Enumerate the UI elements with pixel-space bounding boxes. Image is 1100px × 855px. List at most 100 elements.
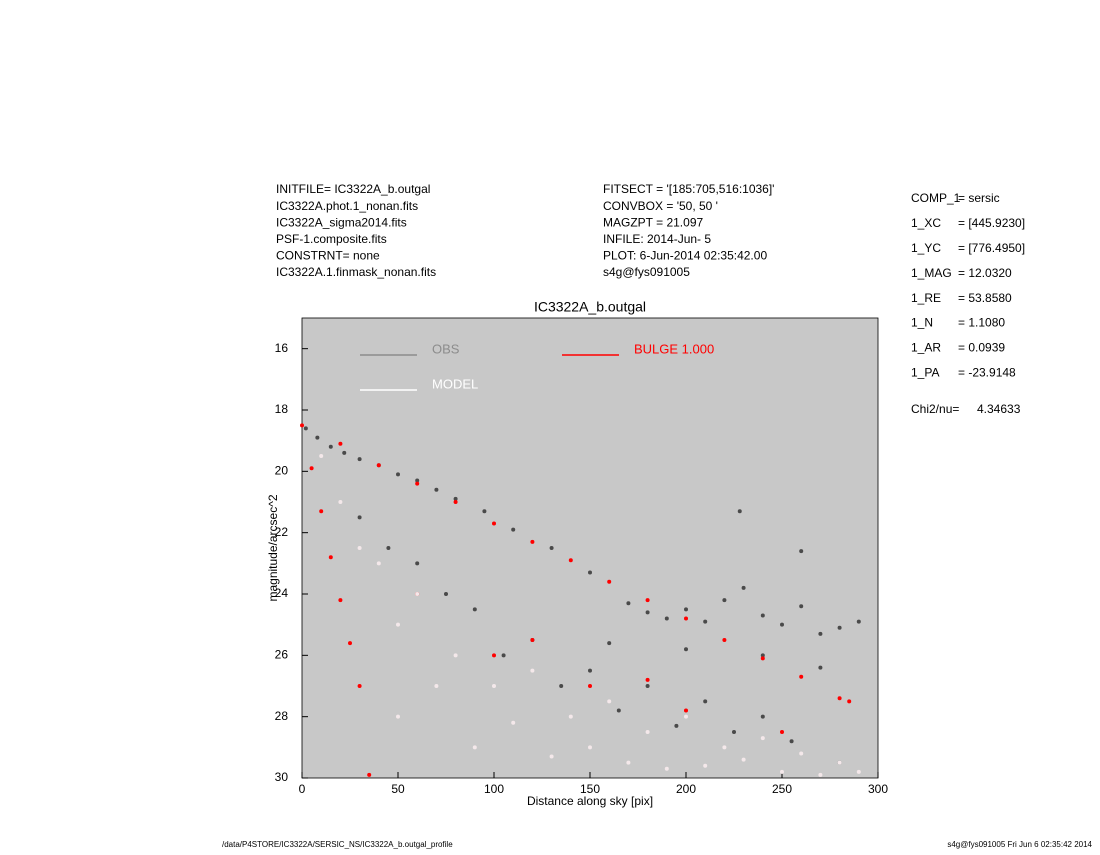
x-tick-label: 100 [484, 782, 504, 796]
point [607, 579, 612, 584]
point [760, 714, 765, 719]
point [684, 647, 688, 652]
point [837, 696, 842, 701]
param-value: = -23.9148 [958, 365, 1016, 379]
point [780, 730, 784, 734]
point [780, 622, 784, 627]
point [645, 730, 650, 734]
param-value: = sersic [958, 191, 1000, 205]
point [453, 496, 458, 501]
point [415, 478, 420, 483]
point [444, 592, 448, 596]
point [856, 769, 861, 774]
point [309, 466, 314, 471]
chi2-label: Chi2/nu= [911, 402, 959, 416]
point [818, 665, 823, 670]
point [319, 454, 324, 458]
point [684, 616, 688, 621]
x-axis-label: Distance along sky [pix] [527, 794, 653, 808]
point [780, 769, 784, 774]
point [559, 684, 564, 688]
point [837, 760, 842, 765]
point [328, 444, 333, 449]
point [703, 619, 708, 624]
point [645, 677, 650, 682]
y-tick-label: 20 [275, 464, 289, 478]
point [434, 487, 439, 492]
init-line: PSF-1.composite.fits [276, 232, 387, 246]
init-line: INITFILE= IC3322A_b.outgal [276, 182, 430, 196]
point [511, 720, 516, 725]
point [328, 555, 333, 560]
y-tick-label: 28 [275, 709, 289, 723]
param-value: = 0.0939 [958, 341, 1005, 355]
y-tick-label: 18 [275, 402, 289, 416]
fit-line: CONVBOX = '50, 50 ' [603, 199, 718, 213]
point [376, 463, 381, 468]
point [396, 472, 400, 477]
x-tick-label: 200 [676, 782, 696, 796]
param-name: 1_YC [911, 241, 941, 255]
fit-line: INFILE: 2014-Jun- 5 [603, 232, 711, 246]
plot-area [301, 317, 879, 779]
point [530, 539, 535, 544]
point [703, 699, 708, 704]
point [741, 585, 746, 590]
footer-path: /data/P4STORE/IC3322A/SERSIC_NS/IC3322A_… [222, 840, 453, 849]
param-name: 1_PA [911, 365, 939, 379]
point [799, 751, 804, 756]
point [737, 509, 742, 514]
y-axis-label: magnitude/arcsec^2 [266, 494, 280, 601]
point [342, 450, 347, 455]
fit-line: s4g@fys091005 [603, 265, 690, 279]
param-value: = 1.1080 [958, 316, 1005, 330]
x-tick-label: 50 [391, 782, 405, 796]
point [588, 684, 592, 688]
point [357, 457, 362, 462]
point [568, 558, 573, 563]
point [760, 736, 765, 741]
point [789, 739, 794, 744]
point [315, 435, 320, 440]
point [453, 653, 458, 658]
point [492, 653, 496, 658]
point [367, 772, 372, 777]
param-name: 1_AR [911, 341, 941, 355]
legend-label: OBS [432, 341, 460, 356]
point [741, 757, 746, 762]
point [530, 638, 535, 642]
point [501, 653, 506, 658]
chi2-value: 4.34633 [977, 402, 1021, 416]
point [482, 509, 487, 514]
y-tick-label: 30 [275, 770, 289, 784]
point [415, 561, 420, 566]
param-name: 1_MAG [911, 266, 952, 280]
param-value: = [776.4950] [958, 241, 1025, 255]
point [645, 684, 650, 688]
param-value: = 12.0320 [958, 266, 1012, 280]
point [530, 668, 535, 673]
point [376, 561, 381, 566]
point [684, 607, 688, 612]
point [453, 500, 458, 504]
point [588, 668, 592, 673]
point [847, 699, 852, 704]
init-line: IC3322A.1.finmask_nonan.fits [276, 265, 436, 279]
point [386, 546, 391, 550]
point [396, 622, 400, 627]
x-tick-label: 300 [868, 782, 888, 796]
point [319, 509, 324, 514]
point [732, 730, 736, 734]
param-value: = [445.9230] [958, 216, 1025, 230]
point [549, 754, 554, 759]
fit-line: FITSECT = '[185:705,516:1036]' [603, 182, 774, 196]
param-name: 1_XC [911, 216, 941, 230]
point [549, 546, 554, 550]
point [722, 598, 727, 603]
point [434, 684, 439, 688]
footer-stamp: s4g@fys091005 Fri Jun 6 02:35:42 2014 [947, 840, 1092, 849]
point [396, 714, 400, 719]
point [472, 745, 477, 750]
point [415, 481, 420, 486]
